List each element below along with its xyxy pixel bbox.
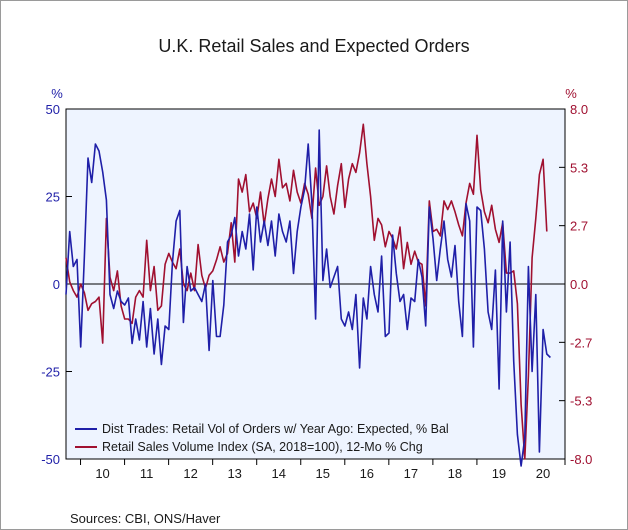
series-line-retail-sales — [65, 123, 548, 460]
left-tick-label: -50 — [41, 452, 60, 467]
x-tick-label: 20 — [536, 466, 550, 481]
x-axis: 10 11 12 13 14 15 16 17 18 19 20 — [80, 459, 566, 481]
right-axis: 8.0 5.3 2.7 0.0 -2.7 -5.3 -8.0 — [559, 102, 592, 467]
x-tick-label: 15 — [316, 466, 330, 481]
left-tick-label: 50 — [46, 102, 60, 117]
series-line-expected-orders — [65, 129, 551, 467]
x-tick-label: 16 — [360, 466, 374, 481]
right-tick-label: -5.3 — [570, 394, 592, 409]
x-tick-label: 13 — [227, 466, 241, 481]
right-tick-label: 5.3 — [570, 160, 588, 175]
x-tick-label: 18 — [448, 466, 462, 481]
series-lines — [65, 123, 551, 467]
x-tick-label: 12 — [183, 466, 197, 481]
legend-entry-orders: Dist Trades: Retail Vol of Orders w/ Yea… — [102, 422, 449, 436]
x-tick-label: 10 — [95, 466, 109, 481]
left-axis-unit: % — [51, 86, 63, 101]
right-tick-label: -2.7 — [570, 335, 592, 350]
right-tick-label: 2.7 — [570, 219, 588, 234]
x-tick-label: 11 — [140, 466, 154, 481]
x-tick-label: 14 — [271, 466, 285, 481]
legend: Dist Trades: Retail Vol of Orders w/ Yea… — [75, 422, 449, 454]
x-tick-label: 19 — [492, 466, 506, 481]
chart-title: U.K. Retail Sales and Expected Orders — [158, 36, 469, 56]
right-tick-label: 0.0 — [570, 277, 588, 292]
left-tick-label: 0 — [53, 277, 60, 292]
left-tick-label: -25 — [41, 365, 60, 380]
source-note: Sources: CBI, ONS/Haver — [70, 511, 221, 526]
legend-entry-retail-sales: Retail Sales Volume Index (SA, 2018=100)… — [102, 440, 423, 454]
left-tick-label: 25 — [46, 190, 60, 205]
right-axis-unit: % — [565, 86, 577, 101]
x-tick-label: 17 — [404, 466, 418, 481]
left-axis: 50 25 0 -25 -50 — [41, 102, 72, 467]
right-tick-label: 8.0 — [570, 102, 588, 117]
right-tick-label: -8.0 — [570, 452, 592, 467]
